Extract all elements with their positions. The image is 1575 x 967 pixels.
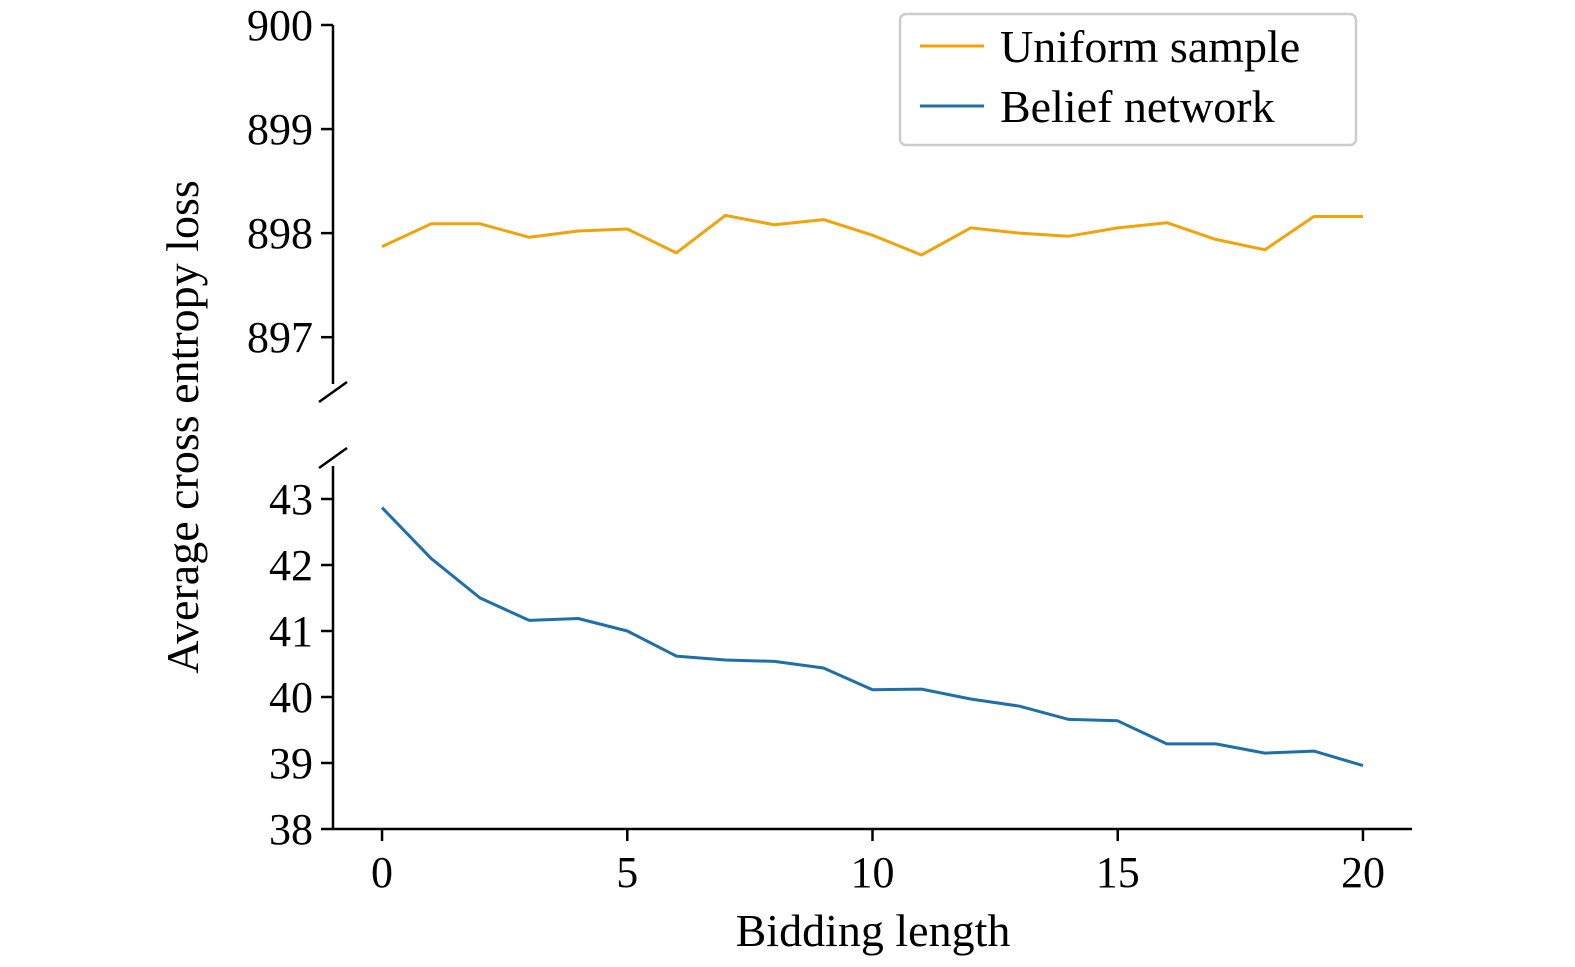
y-tick-label-upper: 898 (247, 209, 313, 258)
y-axis-label: Average cross entropy loss (157, 180, 208, 674)
x-tick-label: 5 (616, 848, 638, 897)
axis-break-mark-lower (318, 446, 348, 470)
y-tick-label-upper: 899 (247, 105, 313, 154)
y-tick-label-lower: 43 (269, 475, 313, 524)
y-tick-label-lower: 39 (269, 739, 313, 788)
series-line-belief-network (380, 506, 1364, 768)
series-line-uniform-sample (381, 213, 1363, 257)
axis-break-mark-upper (318, 380, 348, 404)
legend: Uniform sample Belief network (898, 12, 1358, 147)
y-tick-label-lower: 42 (269, 541, 313, 590)
y-tick-label-upper: 900 (247, 1, 313, 50)
y-tick-label-lower: 38 (269, 805, 313, 854)
legend-frame (898, 12, 1358, 147)
x-tick-label: 0 (371, 848, 393, 897)
x-tick-label: 20 (1341, 848, 1385, 897)
x-tick-label: 10 (851, 848, 895, 897)
y-tick-label-lower: 41 (269, 607, 313, 656)
x-tick-label: 15 (1096, 848, 1140, 897)
x-axis-label: Bidding length (736, 905, 1011, 956)
chart-ticks: 897 898 899 900 38 39 40 41 42 43 0 5 10 15 20 (247, 1, 1385, 897)
y-tick-label-upper: 897 (247, 313, 313, 362)
y-tick-label-lower: 40 (269, 673, 313, 722)
chart-series (380, 213, 1364, 768)
legend-label-uniform-sample: Uniform sample (1000, 21, 1300, 72)
legend-label-belief-network: Belief network (1000, 81, 1275, 132)
